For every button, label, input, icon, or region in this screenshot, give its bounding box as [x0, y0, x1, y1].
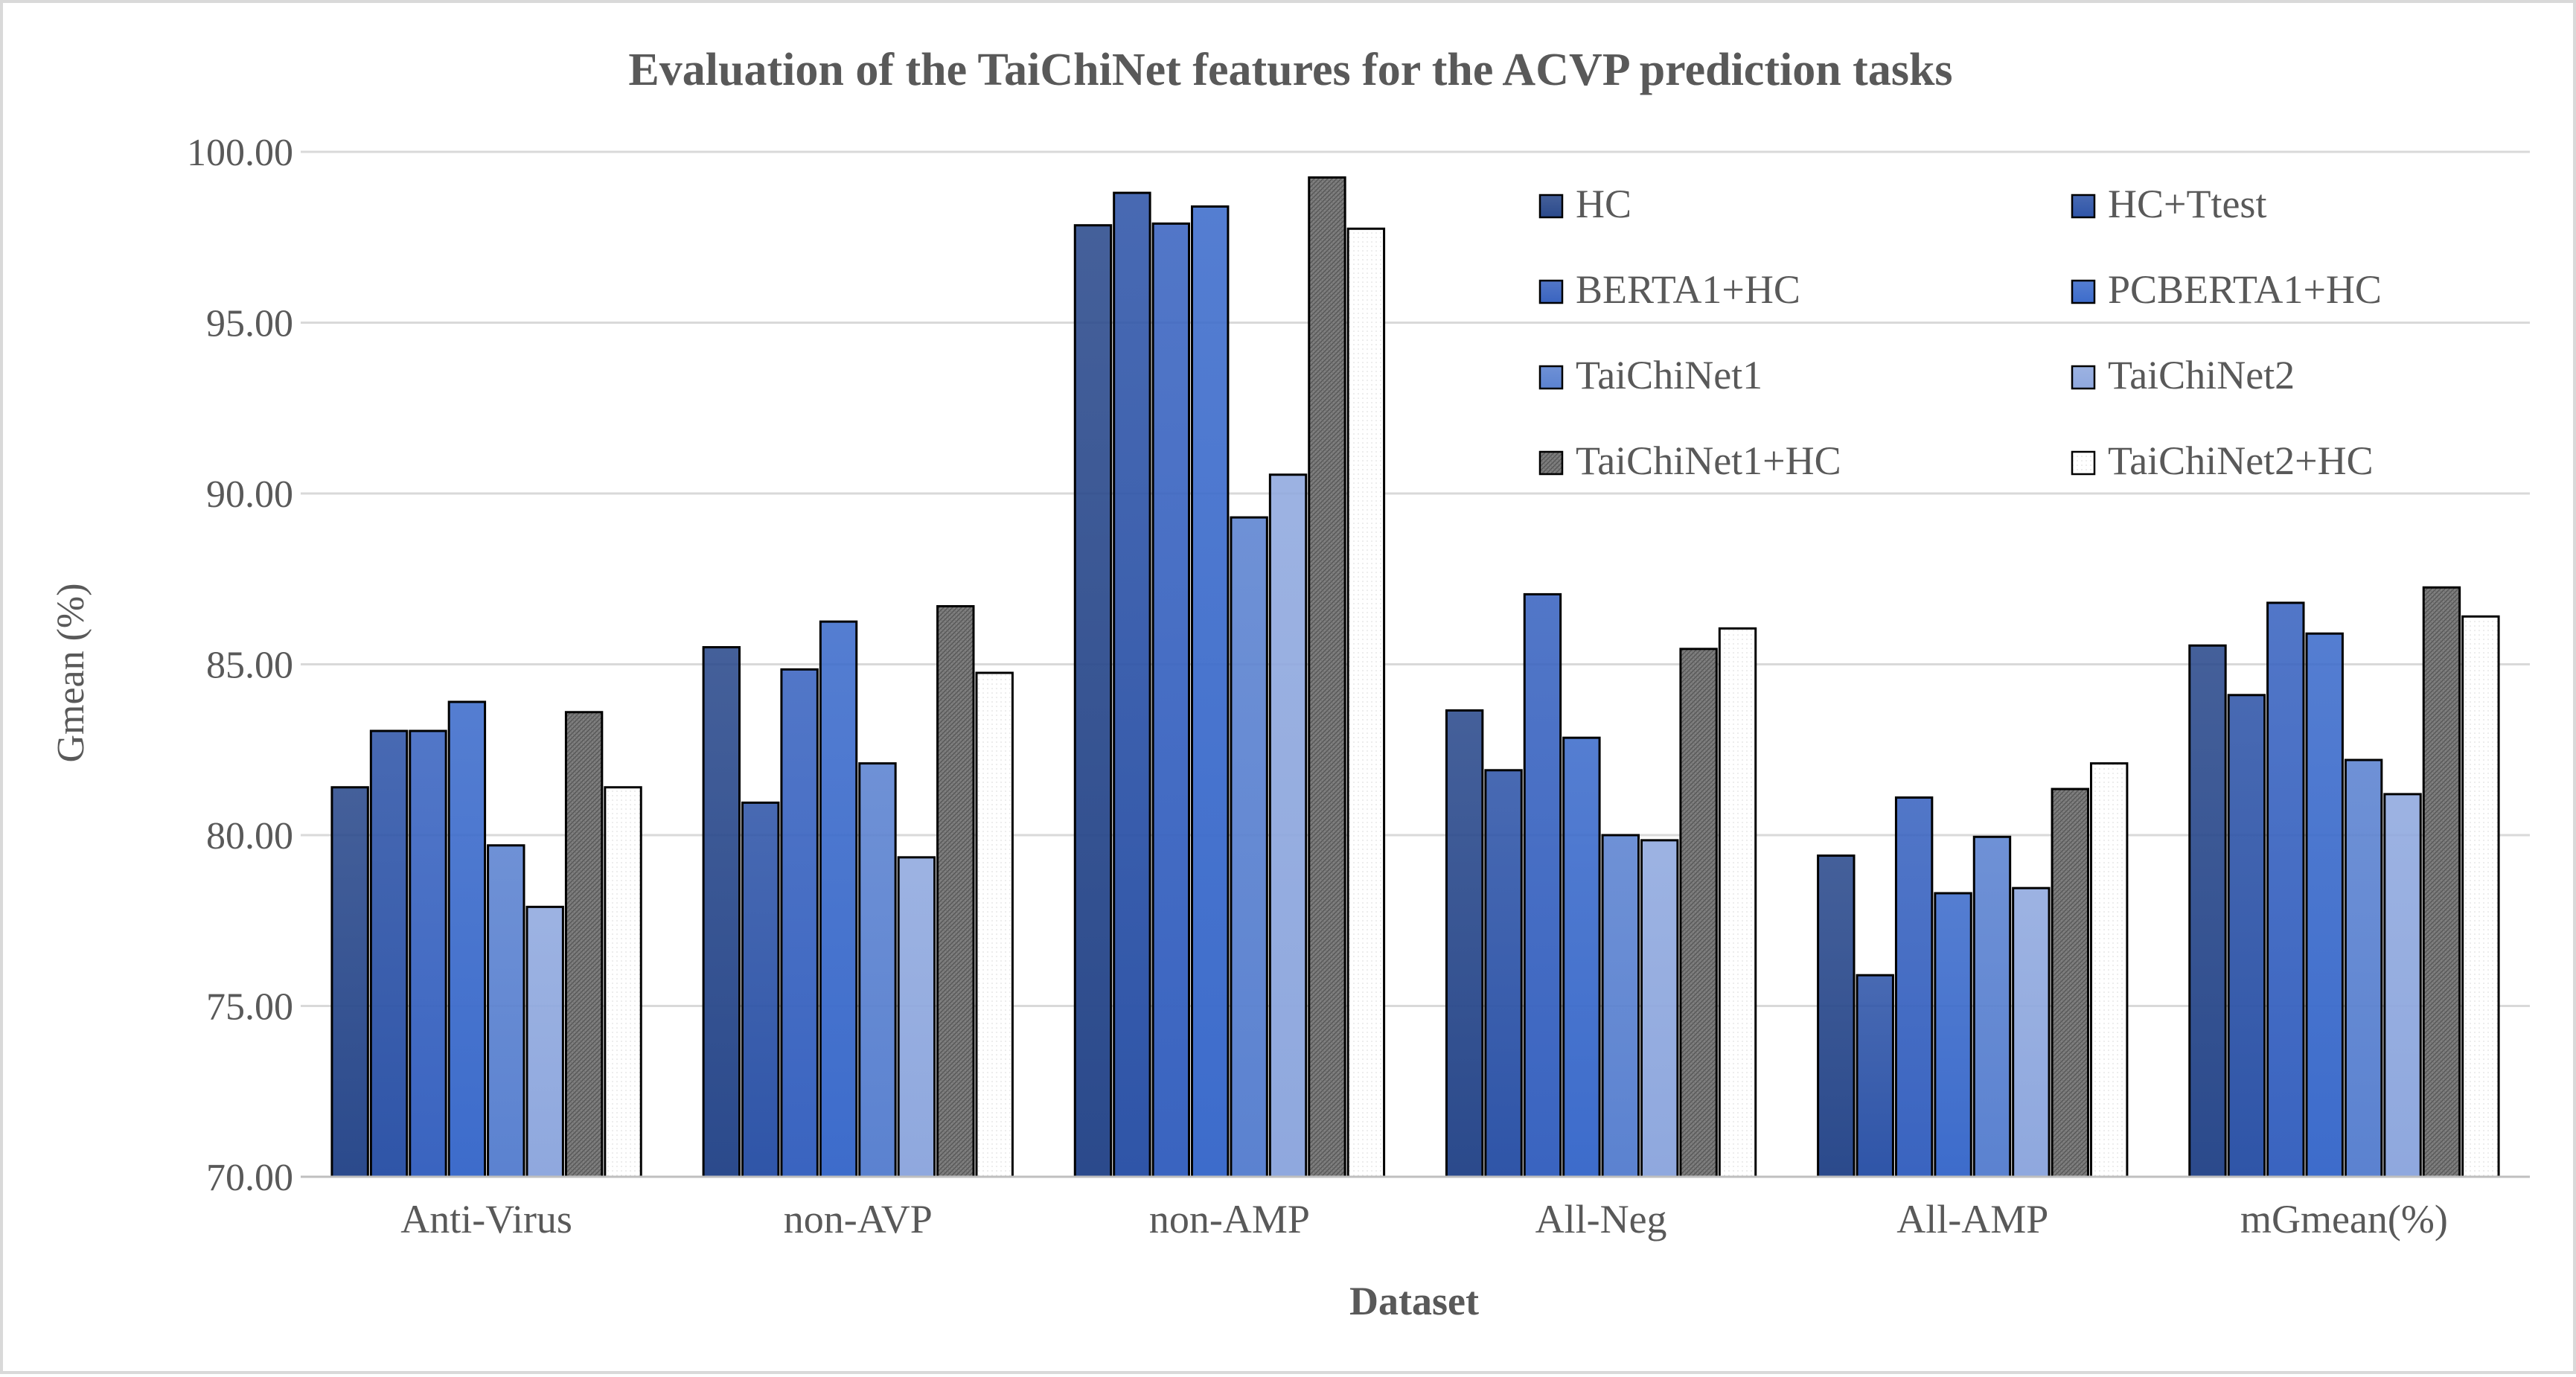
bar-all-amp-3	[1934, 892, 1972, 1178]
legend-swatch	[2071, 194, 2096, 219]
bar-all-neg-6	[1679, 648, 1718, 1178]
y-tick-label: 80.00	[206, 815, 293, 857]
bar-mgmean--4	[2344, 758, 2383, 1178]
legend-label: TaiChiNet1	[1576, 353, 1762, 397]
bar-non-amp-5	[1268, 473, 1308, 1178]
bar-non-avp-1	[741, 801, 780, 1178]
bar-non-amp-4	[1230, 516, 1268, 1178]
bar-non-amp-1	[1113, 191, 1151, 1178]
bar-non-amp-7	[1346, 227, 1386, 1178]
bar-mgmean--6	[2422, 586, 2461, 1178]
bar-all-amp-0	[1817, 854, 1856, 1178]
bar-all-amp-4	[1972, 835, 2012, 1178]
y-tick-label: 95.00	[206, 303, 293, 345]
y-tick-label: 75.00	[206, 986, 293, 1029]
axes: 70.00 75.00 80.00 85.00 90.00 95.00 100.00 Anti…	[187, 132, 2530, 1242]
bar-anti-virus-3	[447, 700, 487, 1178]
bar-anti-virus-1	[369, 729, 409, 1178]
y-tick-label: 90.00	[206, 473, 293, 516]
x-tick-label: All-AMP	[1896, 1197, 2048, 1242]
bar-non-avp-3	[819, 620, 858, 1178]
bar-all-amp-5	[2012, 886, 2051, 1178]
legend-swatch	[2071, 365, 2096, 390]
bar-mgmean--7	[2461, 615, 2500, 1178]
bar-non-avp-7	[975, 671, 1014, 1178]
bar-anti-virus-7	[604, 786, 642, 1178]
bar-mgmean--2	[2266, 601, 2305, 1178]
bar-all-amp-1	[1856, 974, 1894, 1178]
legend-label: TaiChiNet2+HC	[2108, 438, 2374, 483]
bar-non-amp-3	[1191, 205, 1230, 1178]
gridlines	[301, 150, 2530, 1178]
y-tick-label: 70.00	[206, 1157, 293, 1199]
bar-all-neg-0	[1445, 709, 1484, 1178]
bar-mgmean--0	[2188, 644, 2227, 1178]
y-axis-label: Gmean (%)	[50, 583, 92, 762]
y-tick-label: 85.00	[206, 645, 293, 687]
bar-non-amp-2	[1151, 222, 1191, 1178]
legend-label: HC	[1576, 182, 1631, 226]
bars	[330, 176, 2500, 1178]
legend-swatch	[1538, 279, 1564, 304]
bar-all-amp-6	[2051, 787, 2089, 1178]
x-tick-label: non-AVP	[784, 1197, 933, 1242]
legend-label: TaiChiNet2	[2108, 353, 2295, 397]
bar-anti-virus-4	[487, 844, 525, 1178]
bar-mgmean--3	[2305, 632, 2344, 1178]
legend-swatch	[2071, 450, 2096, 476]
bar-non-amp-6	[1308, 176, 1346, 1178]
legend-label: HC+Ttest	[2108, 182, 2266, 226]
bar-all-neg-5	[1640, 839, 1679, 1178]
bar-non-avp-0	[702, 646, 741, 1178]
bar-all-neg-4	[1601, 834, 1640, 1178]
bar-all-neg-7	[1718, 627, 1757, 1178]
y-tick-label: 100.00	[187, 132, 293, 174]
legend-swatch	[2071, 279, 2096, 304]
bar-non-avp-6	[936, 604, 975, 1178]
legend-swatch	[1538, 194, 1564, 219]
x-tick-label: Anti-Virus	[400, 1197, 572, 1242]
x-tick-label: All-Neg	[1535, 1197, 1667, 1242]
bar-anti-virus-0	[330, 786, 369, 1178]
bar-non-avp-2	[780, 668, 819, 1178]
legend: HC HC+Ttest BERTA1+HC PCBERTA1+HC TaiChiNet1…	[1538, 182, 2382, 483]
legend-swatch	[1538, 365, 1564, 390]
bar-mgmean--5	[2383, 793, 2422, 1178]
bar-non-avp-5	[897, 856, 936, 1178]
bar-anti-virus-2	[409, 729, 447, 1178]
bar-non-amp-0	[1073, 224, 1113, 1178]
bar-mgmean--1	[2227, 694, 2266, 1178]
legend-label: TaiChiNet1+HC	[1576, 438, 1841, 483]
bar-chart: 70.00 75.00 80.00 85.00 90.00 95.00 100.00 Anti…	[50, 45, 2530, 1323]
bar-anti-virus-6	[564, 711, 604, 1178]
bar-all-neg-1	[1484, 769, 1523, 1178]
bar-all-neg-3	[1562, 736, 1601, 1178]
x-tick-label: non-AMP	[1149, 1197, 1310, 1242]
bar-anti-virus-5	[525, 905, 564, 1178]
bar-all-amp-7	[2089, 762, 2129, 1178]
bar-all-amp-2	[1894, 796, 1934, 1178]
legend-swatch	[1538, 450, 1564, 476]
bar-non-avp-4	[858, 762, 897, 1178]
x-tick-label: mGmean(%)	[2240, 1197, 2448, 1242]
bar-all-neg-2	[1523, 592, 1562, 1178]
chart-title: Evaluation of the TaiChiNet features for…	[628, 45, 1952, 95]
legend-label: PCBERTA1+HC	[2108, 267, 2382, 312]
legend-label: BERTA1+HC	[1576, 267, 1800, 312]
x-axis-label: Dataset	[1349, 1279, 1479, 1323]
